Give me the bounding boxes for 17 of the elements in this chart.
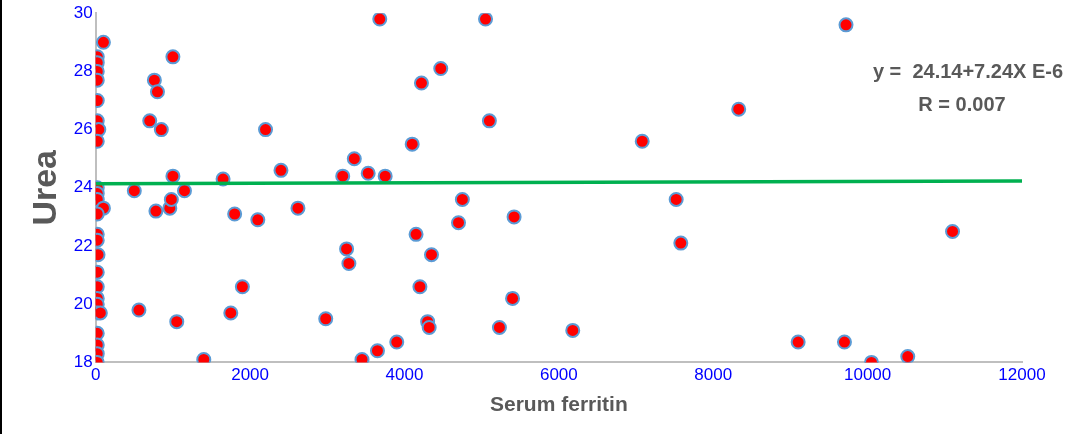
annotation: R = 0.007 [918,92,1006,115]
x-tick-label: 10000 [843,365,892,385]
annotation: y = 24.14+7.24X E-6 [872,59,1064,82]
y-tick-label: 18 [73,352,93,372]
x-tick-label: 8000 [694,365,733,385]
y-tick-label: 26 [73,119,93,139]
y-axis-title: Urea [24,148,63,226]
y-tick-label: 20 [73,293,93,313]
y-tick-label: 24 [73,177,93,197]
x-tick-label: 6000 [539,365,578,385]
x-tick-label: 4000 [385,365,424,385]
y-tick-label: 28 [73,61,93,81]
y-tick-label: 22 [73,235,93,255]
x-tick-label: 2000 [231,365,270,385]
y-tick-label: 30 [73,2,93,22]
x-axis-title: Serum ferritin [490,392,628,416]
x-tick-label: 12000 [998,365,1046,385]
